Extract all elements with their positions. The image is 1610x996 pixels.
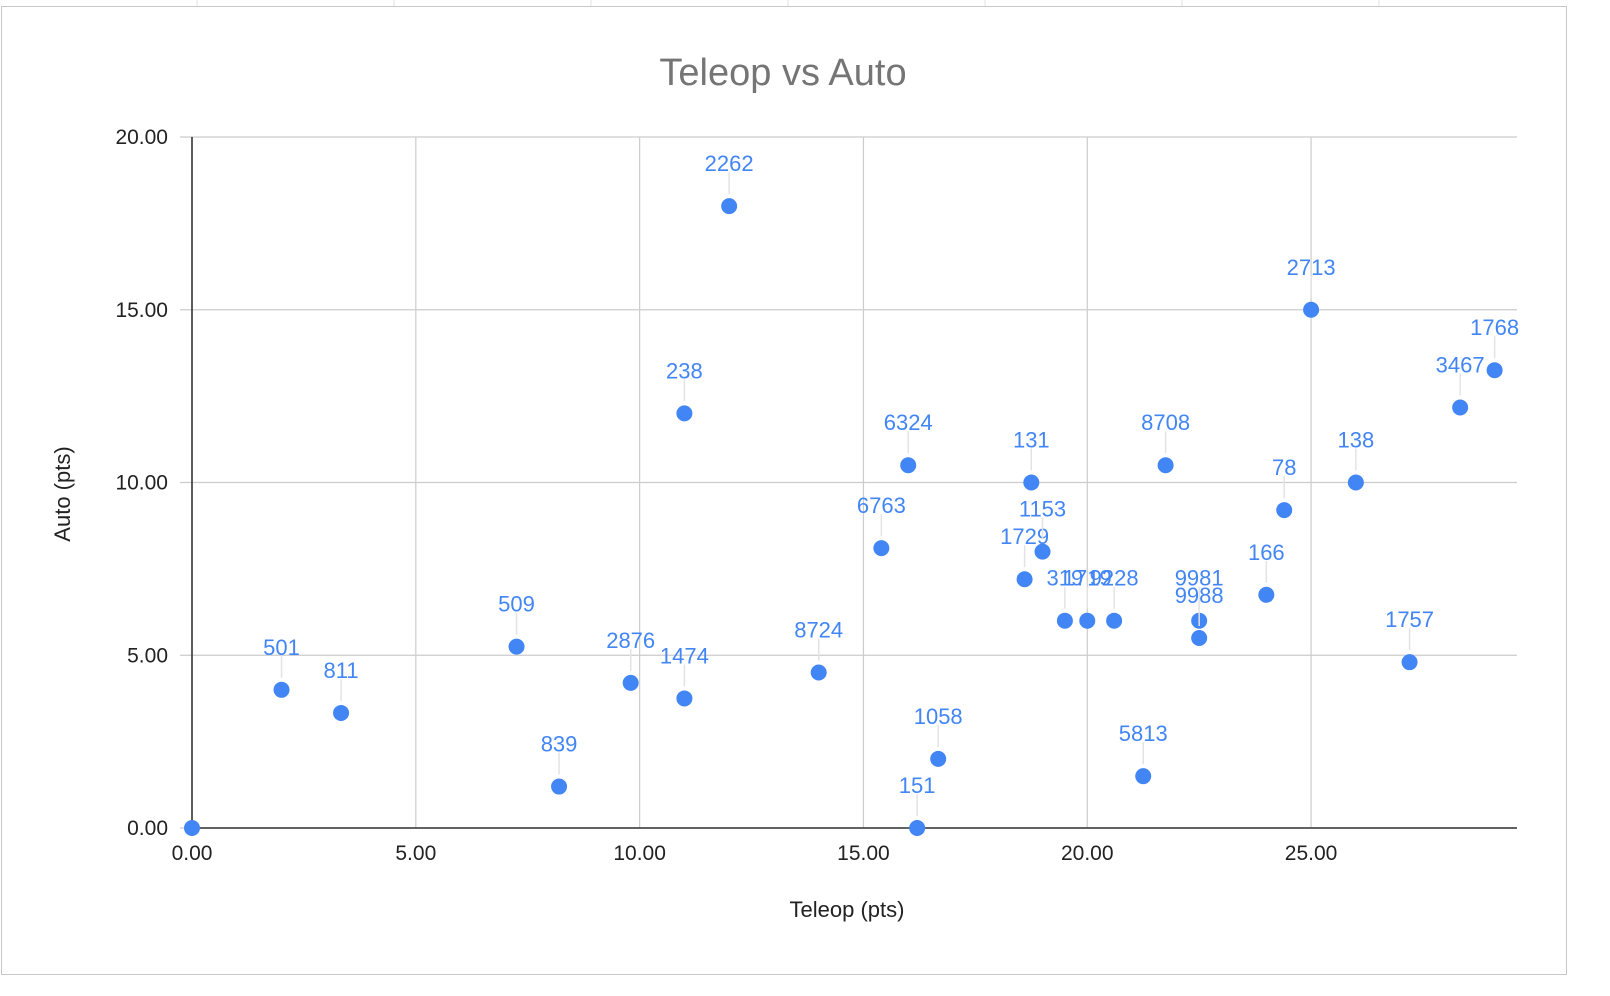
y-tick-label: 10.00 xyxy=(115,472,168,495)
scatter-point[interactable] xyxy=(1303,301,1320,318)
point-label: 1153 xyxy=(1019,497,1066,522)
scatter-point[interactable] xyxy=(930,750,947,767)
scatter-point[interactable] xyxy=(273,681,290,698)
point-label: 319 xyxy=(1047,566,1084,591)
gridlines xyxy=(180,136,1517,829)
point-label: 131 xyxy=(1013,428,1050,453)
y-tick-label: 0.00 xyxy=(127,817,168,840)
scatter-point[interactable] xyxy=(333,704,350,721)
scatter-point[interactable] xyxy=(909,820,926,836)
point-label: 1474 xyxy=(660,643,709,668)
scatter-point[interactable] xyxy=(1401,654,1418,671)
scatter-point[interactable] xyxy=(551,778,568,795)
x-tick-label: 15.00 xyxy=(837,842,890,865)
point-label: 1757 xyxy=(1385,607,1434,632)
point-label: 1768 xyxy=(1470,315,1519,340)
point-label: 509 xyxy=(498,592,535,617)
data-points[interactable]: 501 811 509 839 2876 238 1474 2262 8724 6763 6324 1… xyxy=(184,151,1519,836)
scatter-point[interactable] xyxy=(1258,586,1275,603)
scatter-point[interactable] xyxy=(1276,502,1293,519)
scatter-point[interactable] xyxy=(1016,571,1033,588)
point-label: 501 xyxy=(263,635,300,660)
point-label: 9228 xyxy=(1090,566,1139,591)
point-label: 8724 xyxy=(794,618,843,643)
y-tick-label: 15.00 xyxy=(115,299,168,322)
scatter-point[interactable] xyxy=(721,198,738,215)
chart-title: Teleop vs Auto xyxy=(659,52,906,94)
scatter-point[interactable] xyxy=(1023,474,1040,491)
sheet-column-lines xyxy=(196,0,1380,6)
point-label: 6324 xyxy=(884,410,933,435)
point-label: 166 xyxy=(1248,540,1285,565)
scatter-point[interactable] xyxy=(1486,362,1503,379)
point-label: 238 xyxy=(666,358,703,383)
scatter-point[interactable] xyxy=(622,674,639,691)
scatter-point[interactable] xyxy=(1079,612,1096,629)
point-label: 151 xyxy=(899,773,936,798)
point-label: 1058 xyxy=(914,704,963,729)
x-tick-label: 20.00 xyxy=(1061,842,1114,865)
scatter-point[interactable] xyxy=(676,405,693,422)
point-label: 8708 xyxy=(1141,410,1190,435)
x-axis-title: Teleop (pts) xyxy=(790,897,905,922)
scatter-point[interactable] xyxy=(1135,768,1152,785)
x-tick-label: 5.00 xyxy=(395,842,436,865)
scatter-point[interactable] xyxy=(1452,399,1469,416)
y-axis-title: Auto (pts) xyxy=(50,446,75,541)
point-label: 5813 xyxy=(1119,721,1168,746)
scatter-point[interactable] xyxy=(508,638,525,655)
point-label: 811 xyxy=(324,658,359,683)
x-tick-label: 25.00 xyxy=(1285,842,1338,865)
point-label: 78 xyxy=(1272,455,1296,480)
y-tick-label: 5.00 xyxy=(127,644,168,667)
point-label: 2713 xyxy=(1287,255,1336,280)
point-label: 1719 xyxy=(1063,566,1112,591)
scatter-point[interactable] xyxy=(1191,629,1208,646)
point-label: 3467 xyxy=(1436,353,1485,378)
scatter-point[interactable] xyxy=(810,664,827,681)
scatter-point[interactable] xyxy=(676,690,693,707)
axes xyxy=(191,137,1517,829)
scatter-point[interactable] xyxy=(1056,612,1073,629)
point-label: 6763 xyxy=(857,493,906,518)
scatter-point[interactable] xyxy=(1034,543,1051,560)
y-tick-label: 20.00 xyxy=(115,126,168,149)
point-label: 839 xyxy=(541,732,578,757)
scatter-point[interactable] xyxy=(1157,457,1174,474)
scatter-point[interactable] xyxy=(1106,612,1123,629)
x-tick-label: 0.00 xyxy=(172,842,213,865)
point-label: 138 xyxy=(1337,428,1374,453)
point-label: 2876 xyxy=(606,628,655,653)
point-label: 9981 xyxy=(1175,566,1224,591)
scatter-point[interactable] xyxy=(184,820,200,836)
scatter-point[interactable] xyxy=(1347,474,1364,491)
scatter-point[interactable] xyxy=(873,540,890,557)
chart-border xyxy=(1,6,1567,975)
x-tick-label: 10.00 xyxy=(613,842,666,865)
point-label: 9988 xyxy=(1175,583,1224,608)
point-label: 2262 xyxy=(705,151,754,176)
tick-labels: 0.00 5.00 10.00 15.00 20.00 0.00 5.00 10.00 15.0… xyxy=(115,126,1337,865)
scatter-point[interactable] xyxy=(900,457,917,474)
